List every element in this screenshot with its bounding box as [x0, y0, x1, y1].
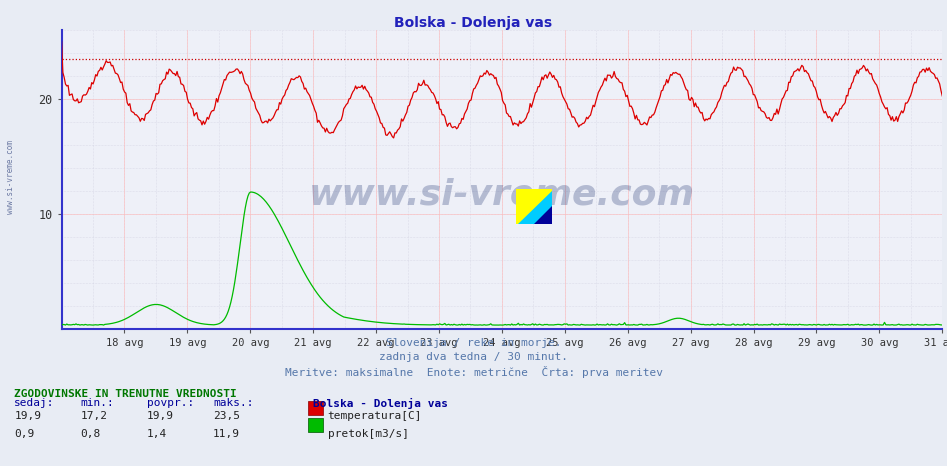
Text: www.si-vreme.com: www.si-vreme.com	[6, 140, 15, 214]
Text: min.:: min.:	[80, 398, 115, 408]
Text: 0,8: 0,8	[80, 429, 100, 439]
Text: 19,9: 19,9	[14, 411, 42, 421]
Text: 0,9: 0,9	[14, 429, 34, 439]
Text: zadnja dva tedna / 30 minut.: zadnja dva tedna / 30 minut.	[379, 352, 568, 362]
Text: Bolska - Dolenja vas: Bolska - Dolenja vas	[313, 398, 448, 410]
Text: povpr.:: povpr.:	[147, 398, 194, 408]
Text: pretok[m3/s]: pretok[m3/s]	[328, 429, 409, 439]
Text: temperatura[C]: temperatura[C]	[328, 411, 422, 421]
Text: www.si-vreme.com: www.si-vreme.com	[309, 178, 695, 211]
Text: Slovenija / reke in morje.: Slovenija / reke in morje.	[385, 338, 562, 348]
Text: Bolska - Dolenja vas: Bolska - Dolenja vas	[395, 16, 552, 30]
Text: 11,9: 11,9	[213, 429, 241, 439]
Text: Meritve: maksimalne  Enote: metrične  Črta: prva meritev: Meritve: maksimalne Enote: metrične Črta…	[284, 366, 663, 378]
Text: ZGODOVINSKE IN TRENUTNE VREDNOSTI: ZGODOVINSKE IN TRENUTNE VREDNOSTI	[14, 389, 237, 399]
Polygon shape	[516, 189, 552, 224]
Text: 1,4: 1,4	[147, 429, 167, 439]
Text: maks.:: maks.:	[213, 398, 254, 408]
Polygon shape	[516, 189, 552, 224]
Text: 17,2: 17,2	[80, 411, 108, 421]
Text: 23,5: 23,5	[213, 411, 241, 421]
Text: 19,9: 19,9	[147, 411, 174, 421]
Text: sedaj:: sedaj:	[14, 398, 55, 408]
Polygon shape	[534, 206, 552, 224]
